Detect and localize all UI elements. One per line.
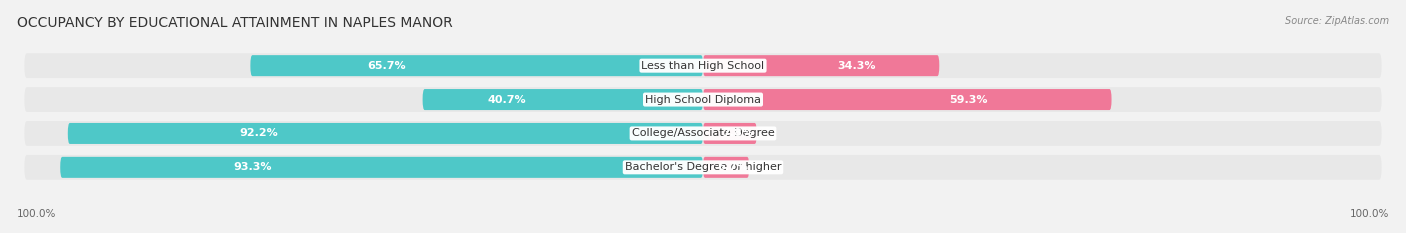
FancyBboxPatch shape <box>60 157 703 178</box>
Text: 92.2%: 92.2% <box>239 128 278 138</box>
Text: 65.7%: 65.7% <box>367 61 405 71</box>
Text: 93.3%: 93.3% <box>233 162 273 172</box>
Text: 59.3%: 59.3% <box>949 95 988 105</box>
FancyBboxPatch shape <box>703 55 939 76</box>
Text: 34.3%: 34.3% <box>838 61 876 71</box>
FancyBboxPatch shape <box>250 55 703 76</box>
Text: Less than High School: Less than High School <box>641 61 765 71</box>
Text: OCCUPANCY BY EDUCATIONAL ATTAINMENT IN NAPLES MANOR: OCCUPANCY BY EDUCATIONAL ATTAINMENT IN N… <box>17 16 453 30</box>
FancyBboxPatch shape <box>423 89 703 110</box>
Text: 6.7%: 6.7% <box>717 162 748 172</box>
Text: 40.7%: 40.7% <box>488 95 526 105</box>
Text: Bachelor's Degree or higher: Bachelor's Degree or higher <box>624 162 782 172</box>
FancyBboxPatch shape <box>703 123 756 144</box>
Text: 7.8%: 7.8% <box>723 128 754 138</box>
Text: 100.0%: 100.0% <box>17 209 56 219</box>
FancyBboxPatch shape <box>703 157 749 178</box>
FancyBboxPatch shape <box>24 121 1382 146</box>
FancyBboxPatch shape <box>24 53 1382 78</box>
FancyBboxPatch shape <box>24 155 1382 180</box>
Text: Source: ZipAtlas.com: Source: ZipAtlas.com <box>1285 16 1389 26</box>
Text: High School Diploma: High School Diploma <box>645 95 761 105</box>
FancyBboxPatch shape <box>703 89 1112 110</box>
Text: 100.0%: 100.0% <box>1350 209 1389 219</box>
Text: College/Associate Degree: College/Associate Degree <box>631 128 775 138</box>
FancyBboxPatch shape <box>24 87 1382 112</box>
FancyBboxPatch shape <box>67 123 703 144</box>
